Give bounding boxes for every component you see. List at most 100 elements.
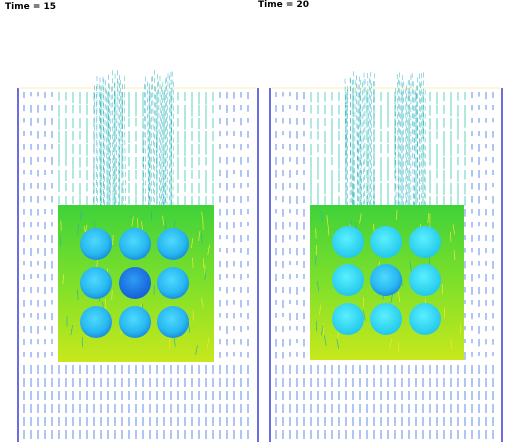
streak	[450, 339, 453, 350]
streak	[80, 210, 83, 221]
streak	[131, 216, 134, 227]
streak	[453, 249, 456, 261]
streak	[192, 257, 194, 268]
cylinder	[80, 306, 112, 338]
plume-vector	[361, 82, 363, 206]
streak	[314, 254, 317, 266]
plume-vector	[107, 74, 110, 206]
plume-vector	[104, 80, 106, 206]
plume-vector	[114, 73, 116, 206]
plume-vector	[162, 89, 165, 206]
plume-vector	[367, 73, 370, 206]
plume-vector	[422, 72, 425, 206]
cylinder	[409, 303, 441, 335]
plume-vector	[147, 81, 149, 206]
plume-vector	[115, 70, 118, 206]
plume-vector	[352, 71, 354, 206]
plume-vector	[352, 80, 355, 206]
cylinder	[119, 228, 151, 260]
cylinder	[119, 267, 151, 299]
streak	[397, 291, 401, 302]
plume-vector	[152, 76, 155, 206]
plume-vector	[96, 85, 98, 206]
plume-vector	[406, 79, 409, 206]
plume-vector	[349, 78, 351, 206]
plume-vector	[170, 72, 172, 206]
plume-vector	[420, 72, 423, 206]
streak	[60, 220, 62, 231]
plume-vector	[155, 86, 158, 206]
streak	[326, 215, 329, 226]
plume-vector	[166, 73, 169, 206]
streak	[195, 345, 198, 356]
streak	[452, 224, 455, 235]
plume-vector	[161, 81, 164, 206]
streak	[320, 325, 324, 336]
plume-vector	[358, 76, 360, 206]
plume-vector	[158, 81, 160, 206]
streak	[389, 338, 392, 349]
plume-vector	[349, 77, 352, 206]
plume-vector	[142, 84, 145, 206]
streak	[327, 225, 330, 236]
streak	[427, 213, 430, 224]
plume-vector	[148, 83, 151, 206]
plume-vector	[122, 84, 124, 206]
streak	[204, 270, 207, 281]
streak	[198, 230, 201, 242]
cylinder	[332, 303, 364, 335]
streak	[111, 289, 113, 300]
plume-vector	[395, 88, 397, 206]
plume-vector	[405, 85, 408, 206]
streak	[200, 233, 203, 244]
streak	[324, 335, 327, 346]
plume-vector	[165, 77, 167, 206]
streak	[173, 336, 176, 347]
plume-vector	[93, 85, 95, 206]
plume-vector	[366, 89, 368, 206]
plume-vector	[153, 70, 155, 206]
cylinder	[157, 306, 189, 338]
streak	[319, 304, 322, 315]
cylinder	[157, 267, 189, 299]
cylinder	[370, 303, 402, 335]
cylinder	[119, 306, 151, 338]
streak	[191, 237, 194, 249]
cylinder	[370, 264, 402, 296]
cylinder	[157, 228, 189, 260]
streak	[409, 261, 412, 272]
plume-vector	[356, 75, 358, 206]
panel-label: Time = 15	[5, 2, 56, 12]
cylinder	[332, 264, 364, 296]
plume-vector	[345, 86, 348, 206]
streak	[70, 325, 73, 336]
streak	[192, 310, 195, 321]
plume-vector	[159, 75, 162, 206]
streak	[317, 281, 319, 292]
streak	[206, 337, 210, 348]
plume-vector	[413, 89, 416, 206]
plume-vector	[373, 81, 375, 206]
streak	[359, 213, 362, 224]
streak	[390, 293, 394, 304]
cylinder	[80, 228, 112, 260]
streak	[202, 219, 204, 230]
cylinder	[332, 226, 364, 258]
plume-vector	[112, 83, 115, 206]
plume-vector	[172, 81, 174, 206]
plume-vector	[161, 86, 163, 206]
plume-vector	[170, 71, 173, 206]
streak	[112, 235, 114, 246]
streak	[164, 220, 167, 232]
cylinder	[370, 226, 402, 258]
cylinder	[409, 264, 441, 296]
streak	[201, 298, 204, 309]
cylinder	[409, 226, 441, 258]
streak	[168, 337, 171, 349]
plume-vector	[148, 87, 150, 206]
plume-vector	[399, 81, 402, 206]
streak	[104, 298, 107, 309]
streak	[363, 310, 366, 321]
